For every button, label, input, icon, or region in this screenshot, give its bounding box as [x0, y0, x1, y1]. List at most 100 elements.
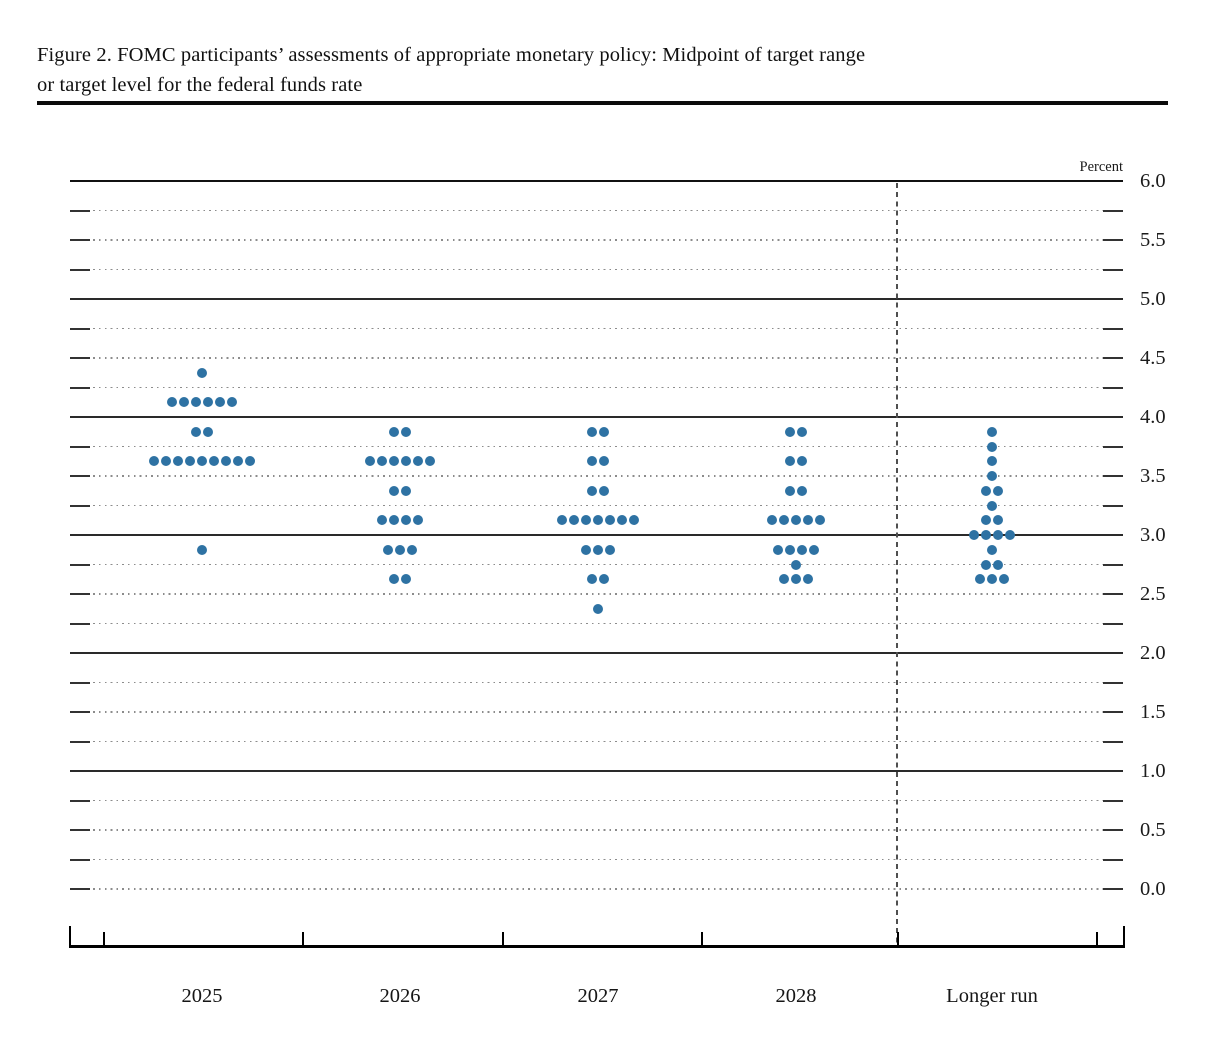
- gridline-left-endcap: [70, 386, 90, 389]
- gridline-dotted-4.5: [70, 357, 1123, 359]
- gridline-right-endcap: [1103, 504, 1123, 507]
- y-tick-label-6.0: 6.0: [1140, 170, 1166, 192]
- dot-2026-3.375: [389, 485, 399, 496]
- dot-2025-4.125: [215, 397, 225, 408]
- y-tick-label-4.0: 4.0: [1140, 406, 1166, 428]
- dot-2027-3.125: [605, 515, 615, 526]
- dot-2025-3.625: [149, 456, 159, 467]
- x-axis-tick-3: [701, 932, 703, 946]
- gridline-right-endcap: [1103, 445, 1123, 448]
- gridline-left-endcap: [70, 888, 90, 890]
- gridline-left-endcap: [70, 475, 90, 477]
- dot-2027-2.375: [593, 603, 603, 614]
- gridline-dotted-1.25: [70, 740, 1123, 743]
- dot-2028-2.625: [779, 574, 789, 585]
- dot-longer-run-3.625: [987, 456, 997, 467]
- gridline-right-endcap: [1103, 711, 1123, 713]
- gridline-dotted-1.75: [70, 681, 1123, 684]
- dot-longer-run-2.875: [987, 544, 997, 555]
- dot-2026-3.625: [389, 456, 399, 467]
- dot-2027-3.375: [599, 485, 609, 496]
- gridline-solid-4: [70, 416, 1123, 418]
- y-tick-label-1.5: 1.5: [1140, 701, 1166, 723]
- dot-longer-run-3.75: [987, 441, 997, 452]
- gridline-dotted-0: [70, 888, 1123, 890]
- gridline-solid-5: [70, 298, 1123, 300]
- dot-2028-2.625: [791, 574, 801, 585]
- dot-2028-3.125: [767, 515, 777, 526]
- dot-2026-3.625: [425, 456, 435, 467]
- dot-2026-3.875: [401, 426, 411, 437]
- dot-2028-3.375: [785, 485, 795, 496]
- gridline-right-endcap: [1103, 357, 1123, 359]
- gridline-left-endcap: [70, 327, 90, 330]
- dot-2026-3.625: [365, 456, 375, 467]
- dot-2027-3.875: [587, 426, 597, 437]
- dot-2027-3.625: [599, 456, 609, 467]
- figure-title: Figure 2. FOMC participants’ assessments…: [37, 40, 1177, 100]
- dot-2026-3.375: [401, 485, 411, 496]
- figure-title-line-2: or target level for the federal funds ra…: [37, 74, 363, 96]
- dot-2026-3.125: [413, 515, 423, 526]
- x-axis-tick-2: [502, 932, 504, 946]
- category-label-2028: 2028: [775, 985, 817, 1007]
- dot-2025-4.125: [203, 397, 213, 408]
- gridline-right-endcap: [1103, 888, 1123, 890]
- gridline-right-endcap: [1103, 799, 1123, 802]
- dot-2026-2.875: [383, 544, 393, 555]
- gridline-solid-2: [70, 652, 1123, 654]
- y-tick-label-5.5: 5.5: [1140, 229, 1166, 251]
- dot-2028-2.875: [785, 544, 795, 555]
- dot-longer-run-3.375: [981, 485, 991, 496]
- dot-2027-3.125: [629, 515, 639, 526]
- dot-longer-run-3.875: [987, 426, 997, 437]
- gridline-left-endcap: [70, 445, 90, 448]
- gridline-dotted-5.75: [70, 209, 1123, 212]
- dot-longer-run-3.125: [993, 515, 1003, 526]
- y-tick-label-4.5: 4.5: [1140, 347, 1166, 369]
- gridline-left-endcap: [70, 799, 90, 802]
- y-tick-label-5.0: 5.0: [1140, 288, 1166, 310]
- gridline-solid-6: [70, 180, 1123, 183]
- gridline-dotted-3.25: [70, 504, 1123, 507]
- y-tick-label-3.0: 3.0: [1140, 524, 1166, 546]
- dot-2026-3.125: [401, 515, 411, 526]
- longer-run-separator-line: [896, 183, 898, 945]
- dot-2027-2.625: [587, 574, 597, 585]
- dot-2028-3.625: [797, 456, 807, 467]
- y-axis-unit-label: Percent: [1079, 159, 1123, 175]
- dot-2027-2.625: [599, 574, 609, 585]
- dot-2028-2.875: [809, 544, 819, 555]
- gridline-dotted-5.25: [70, 268, 1123, 271]
- gridline-right-endcap: [1103, 740, 1123, 743]
- gridline-right-endcap: [1103, 681, 1123, 684]
- dot-longer-run-3: [981, 530, 991, 540]
- dot-2026-3.125: [389, 515, 399, 526]
- gridline-dotted-0.25: [70, 858, 1123, 861]
- dot-2028-3.875: [797, 426, 807, 437]
- dot-2027-3.875: [599, 426, 609, 437]
- dot-2028-3.125: [779, 515, 789, 526]
- figure-title-line-1: Figure 2. FOMC participants’ assessments…: [37, 44, 866, 66]
- dot-longer-run-3.25: [987, 500, 997, 511]
- dot-2025-3.625: [173, 456, 183, 467]
- dot-2028-3.125: [815, 515, 825, 526]
- gridline-dotted-0.75: [70, 799, 1123, 802]
- category-label-2026: 2026: [379, 985, 421, 1007]
- dot-2027-3.125: [617, 515, 627, 526]
- gridline-solid-3: [70, 534, 1123, 536]
- y-tick-label-1.0: 1.0: [1140, 760, 1166, 782]
- category-label-2027: 2027: [577, 985, 619, 1007]
- gridline-dotted-4.25: [70, 386, 1123, 389]
- dot-2026-2.625: [401, 574, 411, 585]
- dot-2025-4.125: [179, 397, 189, 408]
- dot-2026-3.625: [377, 456, 387, 467]
- gridline-right-endcap: [1103, 475, 1123, 477]
- x-axis-tick-4: [897, 932, 899, 946]
- dot-2028-3.625: [785, 456, 795, 467]
- gridline-left-endcap: [70, 593, 90, 595]
- dot-2028-3.125: [803, 515, 813, 526]
- gridline-left-endcap: [70, 504, 90, 507]
- gridline-right-endcap: [1103, 858, 1123, 861]
